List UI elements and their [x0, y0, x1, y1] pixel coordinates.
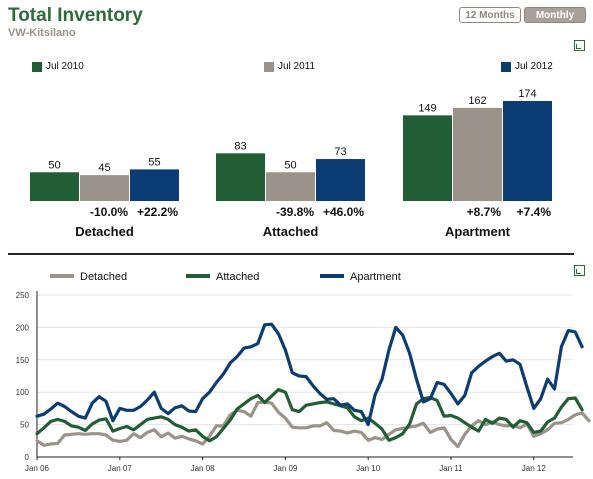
- bar-value-attached-jul-2010: 83: [234, 140, 246, 152]
- category-label-detached: Detached: [75, 224, 134, 239]
- x-tick-label-jan-10: Jan 10: [356, 464, 381, 473]
- bar-value-detached-jul-2012: 55: [148, 156, 160, 168]
- line-legend-label-attached: Attached: [216, 271, 259, 283]
- bar-apartment-jul-2011: [453, 107, 502, 201]
- monthly-toggle[interactable]: Monthly: [524, 7, 586, 23]
- expand-bar-chart-icon[interactable]: [574, 40, 585, 51]
- bar-attached-jul-2010: [216, 153, 265, 201]
- x-tick-label-jan-06: Jan 06: [25, 464, 50, 473]
- line-legend-label-apartment: Apartment: [350, 271, 401, 283]
- bar-detached-jul-2011: [80, 175, 129, 201]
- x-tick-label-jan-08: Jan 08: [191, 464, 216, 473]
- bar-value-detached-jul-2011: 45: [98, 162, 110, 174]
- bar-value-apartment-jul-2011: 162: [468, 95, 486, 107]
- change-label-attached-2011: -39.8%: [276, 205, 314, 219]
- bar-value-apartment-jul-2010: 149: [418, 102, 436, 114]
- y-tick-label-250: 250: [16, 291, 30, 300]
- section-divider: [8, 253, 574, 255]
- category-label-attached: Attached: [263, 224, 319, 239]
- y-tick-label-50: 50: [20, 421, 29, 430]
- x-tick-label-jan-09: Jan 09: [273, 464, 298, 473]
- y-tick-label-150: 150: [16, 356, 30, 365]
- change-label-apartment-2012: +7.4%: [517, 205, 552, 219]
- line-chart: Detached Attached Apartment 0 50 100 150 200 250…: [16, 271, 591, 473]
- change-label-attached-2012: +46.0%: [323, 205, 364, 219]
- category-label-apartment: Apartment: [445, 224, 511, 239]
- bar-value-apartment-jul-2012: 174: [518, 88, 536, 100]
- bar-value-attached-jul-2011: 50: [284, 159, 296, 171]
- y-tick-label-100: 100: [16, 388, 30, 397]
- x-tick-label-jan-11: Jan 11: [439, 464, 463, 473]
- page-subtitle: VW-Kitsilano: [8, 27, 76, 39]
- y-tick-label-0: 0: [25, 453, 30, 462]
- legend-swatch-jul-2011: [264, 62, 274, 72]
- twelve-months-toggle[interactable]: 12 Months: [459, 7, 521, 23]
- legend-swatch-jul-2012: [501, 62, 511, 72]
- legend-label-jul-2012: Jul 2012: [515, 61, 553, 72]
- bar-attached-jul-2012: [316, 159, 365, 201]
- change-label-detached-2012: +22.2%: [137, 205, 178, 219]
- y-tick-label-200: 200: [16, 323, 30, 332]
- series-line-attached: [35, 388, 584, 443]
- bar-apartment-jul-2012: [503, 101, 552, 201]
- legend-label-jul-2011: Jul 2011: [278, 61, 316, 72]
- page-title: Total Inventory: [8, 5, 143, 26]
- change-label-detached-2011: -10.0%: [90, 205, 128, 219]
- bar-apartment-jul-2010: [403, 115, 452, 201]
- legend-swatch-jul-2010: [32, 62, 42, 72]
- x-tick-label-jan-07: Jan 07: [108, 464, 133, 473]
- line-legend-label-detached: Detached: [80, 271, 127, 283]
- bar-detached-jul-2010: [30, 172, 79, 201]
- bar-value-detached-jul-2010: 50: [48, 159, 60, 171]
- bar-attached-jul-2011: [266, 172, 315, 201]
- bar-chart: 50 45 55 -10.0% +22.2%Detached 83 50 73 -39.8% +4…: [30, 88, 552, 239]
- legend-label-jul-2010: Jul 2010: [46, 61, 84, 72]
- bar-detached-jul-2012: [130, 169, 179, 201]
- series-line-apartment: [35, 322, 584, 427]
- change-label-apartment-2011: +8.7%: [467, 205, 502, 219]
- bar-value-attached-jul-2012: 73: [334, 146, 346, 158]
- series-line-detached: [35, 400, 591, 449]
- x-tick-label-jan-12: Jan 12: [522, 464, 547, 473]
- expand-line-chart-icon[interactable]: [574, 265, 585, 276]
